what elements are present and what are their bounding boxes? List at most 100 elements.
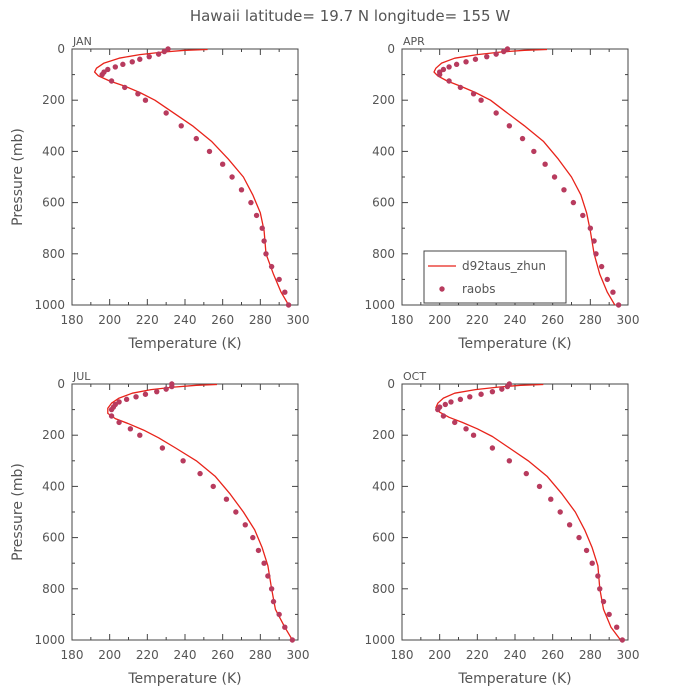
raobs-point — [604, 276, 610, 283]
raobs-point — [155, 51, 162, 57]
raobs-point — [457, 84, 464, 91]
x-tick-label: 180 — [61, 648, 84, 662]
raobs-point — [504, 46, 511, 52]
raobs-point — [108, 406, 115, 413]
raobs-point — [442, 401, 449, 408]
raobs-point — [489, 445, 496, 451]
panel-label: JAN — [72, 35, 92, 48]
raobs-point — [108, 413, 115, 419]
raobs-point — [163, 110, 169, 116]
plot-frame — [71, 383, 299, 641]
x-tick-label: 240 — [504, 648, 527, 662]
x-tick-label: 300 — [287, 648, 310, 662]
y-tick-label: 400 — [372, 479, 395, 493]
panel-label: JUL — [72, 370, 91, 383]
x-tick-label: 180 — [61, 313, 84, 327]
raobs-point — [463, 59, 469, 65]
raobs-point — [501, 48, 507, 55]
y-tick-label: 200 — [42, 93, 65, 107]
legend-box — [423, 250, 567, 304]
raobs-point — [116, 419, 122, 426]
raobs-point — [493, 110, 499, 116]
series-line-d92taus-zhun — [107, 383, 293, 641]
raobs-point — [583, 547, 590, 554]
x-tick-label: 200 — [428, 313, 451, 327]
raobs-point — [133, 394, 139, 400]
y-axis-label: Pressure (mb) — [10, 128, 26, 226]
series-line-d92taus-zhun — [435, 383, 622, 641]
plot-frame — [71, 48, 299, 306]
x-tick-label: 280 — [579, 648, 602, 662]
raobs-point — [142, 391, 149, 397]
raobs-point — [159, 445, 166, 451]
y-tick-label: 1000 — [364, 298, 395, 312]
x-tick-label: 240 — [504, 313, 527, 327]
x-tick-label: 280 — [249, 313, 272, 327]
y-tick-label: 800 — [372, 582, 395, 596]
y-tick-label: 0 — [57, 377, 65, 391]
raobs-point — [598, 263, 605, 270]
raobs-point — [589, 560, 595, 566]
raobs-point — [165, 46, 171, 52]
raobs-point — [551, 174, 558, 180]
raobs-point — [595, 573, 601, 579]
raobs-point — [580, 212, 586, 219]
x-tick-label: 180 — [391, 648, 414, 662]
raobs-point — [557, 509, 563, 515]
raobs-point — [531, 148, 537, 155]
raobs-point — [219, 161, 226, 167]
x-axis-label: Temperature (K) — [457, 336, 571, 352]
raobs-point — [440, 413, 447, 419]
raobs-point — [270, 598, 277, 605]
raobs-point — [250, 534, 256, 541]
y-tick-label: 0 — [387, 42, 395, 56]
x-tick-label: 300 — [617, 313, 640, 327]
raobs-point — [435, 406, 441, 413]
raobs-point — [597, 586, 603, 592]
x-tick-label: 200 — [98, 648, 121, 662]
x-tick-label: 260 — [211, 313, 234, 327]
raobs-point — [542, 161, 548, 167]
x-tick-label: 220 — [136, 313, 159, 327]
y-tick-label: 600 — [42, 531, 65, 545]
raobs-point — [263, 251, 269, 257]
raobs-point — [452, 419, 458, 426]
raobs-point — [193, 135, 199, 142]
x-tick-label: 300 — [617, 648, 640, 662]
raobs-point — [606, 611, 612, 618]
raobs-point — [289, 637, 296, 643]
y-tick-label: 0 — [57, 42, 65, 56]
raobs-point — [161, 48, 167, 55]
raobs-point — [233, 509, 239, 515]
raobs-point — [478, 391, 484, 397]
raobs-point — [120, 61, 126, 68]
raobs-point — [276, 276, 282, 283]
raobs-point — [610, 289, 616, 295]
x-axis-label: Temperature (K) — [127, 671, 241, 687]
raobs-point — [519, 135, 526, 142]
raobs-point — [436, 71, 443, 78]
y-tick-label: 800 — [42, 582, 65, 596]
y-tick-label: 1000 — [34, 298, 65, 312]
raobs-point — [614, 624, 620, 630]
raobs-point — [536, 483, 543, 490]
raobs-point — [576, 534, 582, 541]
raobs-point — [493, 51, 499, 57]
raobs-point — [146, 53, 152, 60]
legend-label-d92taus-zhun: d92taus_zhun — [462, 259, 546, 273]
raobs-point — [265, 573, 271, 579]
panel-label: APR — [403, 35, 425, 48]
y-tick-label: 800 — [372, 247, 395, 261]
raobs-point — [242, 522, 248, 528]
raobs-point — [261, 238, 267, 244]
raobs-point — [154, 388, 160, 395]
legend-dot-swatch — [439, 286, 445, 292]
raobs-point — [504, 383, 511, 390]
raobs-point — [268, 263, 275, 270]
y-tick-label: 600 — [372, 196, 395, 210]
raobs-point — [210, 483, 216, 490]
y-tick-label: 200 — [372, 428, 395, 442]
x-tick-label: 260 — [211, 648, 234, 662]
raobs-point — [282, 289, 288, 295]
